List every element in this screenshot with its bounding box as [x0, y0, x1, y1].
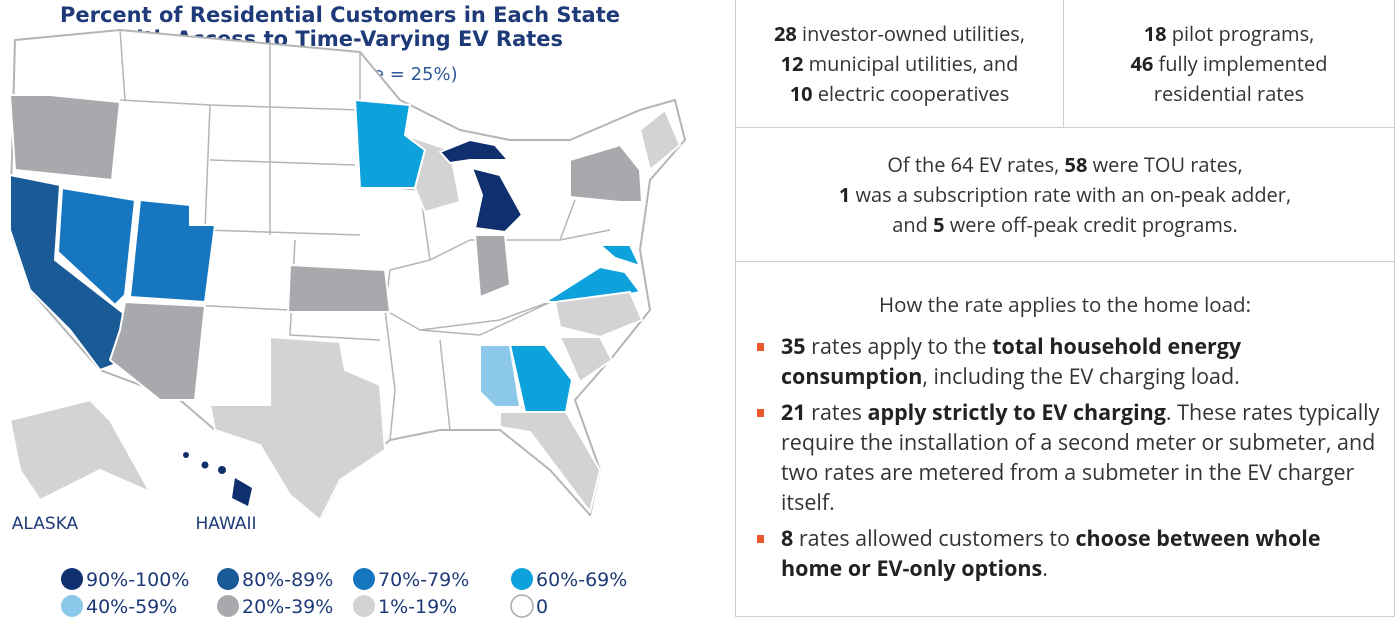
state [9, 94, 121, 181]
legend-swatch [217, 595, 239, 617]
text: rates [805, 398, 868, 427]
text: pilot programs, [1166, 19, 1315, 47]
text: and [892, 210, 934, 238]
number: 1 [838, 180, 851, 208]
number: 8 [781, 524, 794, 553]
text: residential rates [1153, 79, 1305, 107]
bullet: 35 rates apply to the total household en… [757, 332, 1384, 392]
text: fully implemented [1153, 49, 1328, 77]
state [129, 199, 216, 303]
emphasis: apply strictly to EV charging [867, 398, 1166, 427]
state [499, 411, 601, 513]
text: , including the EV charging load. [922, 362, 1240, 391]
legend-swatch [511, 568, 533, 590]
text: electric cooperatives [812, 79, 1010, 107]
legend-label: 0 [536, 596, 548, 618]
map-area: Percent of Residential Customers in Each… [9, 3, 686, 618]
legend-label: 70%-79% [378, 569, 469, 591]
state [479, 344, 521, 408]
number: 10 [789, 79, 813, 107]
legend-label: 80%-89% [242, 569, 333, 591]
state [109, 301, 206, 401]
number: 21 [781, 398, 806, 427]
state [509, 344, 573, 413]
number: 28 [773, 19, 797, 47]
legend-swatch [353, 595, 375, 617]
legend: 90%-100% 80%-89% 70%-79% 60%-69% 40%-59% 20%-… [61, 568, 627, 618]
state [474, 234, 511, 298]
legend-swatch [61, 595, 83, 617]
number: 46 [1130, 49, 1154, 77]
legend-label: 20%-39% [242, 596, 333, 618]
stats-cell: Of the 64 EV rates, 58 were TOU rates, 1… [736, 128, 1394, 262]
state [209, 336, 386, 521]
number: 5 [933, 210, 945, 238]
legend-label: 1%-19% [378, 596, 457, 618]
text: Of the 64 EV rates, [887, 150, 1065, 178]
stats-cell: How the rate applies to the home load: 3… [736, 262, 1394, 617]
legend-swatch [61, 568, 83, 590]
heading: How the rate applies to the home load: [879, 291, 1251, 319]
state [439, 139, 509, 164]
state [569, 144, 643, 203]
text: were TOU rates, [1087, 150, 1243, 178]
text: was a subscription rate with an on-peak … [850, 180, 1292, 208]
number: 58 [1064, 150, 1088, 178]
bullet: 8 rates allowed customers to choose betw… [757, 524, 1384, 584]
bullet: 21 rates apply strictly to EV charging. … [757, 398, 1384, 518]
text: . These rates typically require the inst… [781, 398, 1380, 517]
legend-label: 90%-100% [86, 569, 189, 591]
bullet-list: 35 rates apply to the total household en… [736, 332, 1394, 584]
legend-label: 60%-69% [536, 569, 627, 591]
state [599, 244, 641, 267]
region-label: ALASKA [12, 514, 79, 534]
state [183, 452, 252, 506]
text: . [1042, 554, 1048, 583]
text: rates allowed customers to [793, 524, 1076, 553]
text: were off-peak credit programs. [944, 210, 1238, 238]
map-title: Percent of Residential Customers in Each… [60, 3, 620, 27]
state [57, 187, 136, 306]
state [287, 264, 391, 313]
state [554, 291, 643, 338]
legend-swatch [510, 594, 534, 618]
stats-cell: 28 investor-owned utilities, 12 municipa… [736, 0, 1064, 128]
legend-swatch [353, 568, 375, 590]
text: investor-owned utilities, [796, 19, 1026, 47]
region-label: HAWAII [195, 514, 256, 534]
states [9, 29, 686, 521]
state [9, 399, 151, 501]
legend-swatch [217, 568, 239, 590]
emphasis: choose between whole home or EV-only opt… [781, 524, 1321, 583]
state [639, 109, 681, 171]
text: rates apply to the [805, 332, 993, 361]
text: municipal utilities, and [803, 49, 1019, 77]
state [471, 167, 523, 233]
state [559, 336, 613, 383]
stats-panel: 28 investor-owned utilities, 12 municipa… [735, 0, 1395, 617]
number: 12 [780, 49, 804, 77]
legend-label: 40%-59% [86, 596, 177, 618]
number: 18 [1143, 19, 1167, 47]
number: 35 [781, 332, 806, 361]
emphasis: total household energy consumption [781, 332, 1242, 391]
stats-cell: 18 pilot programs, 46 fully implemented … [1064, 0, 1394, 128]
